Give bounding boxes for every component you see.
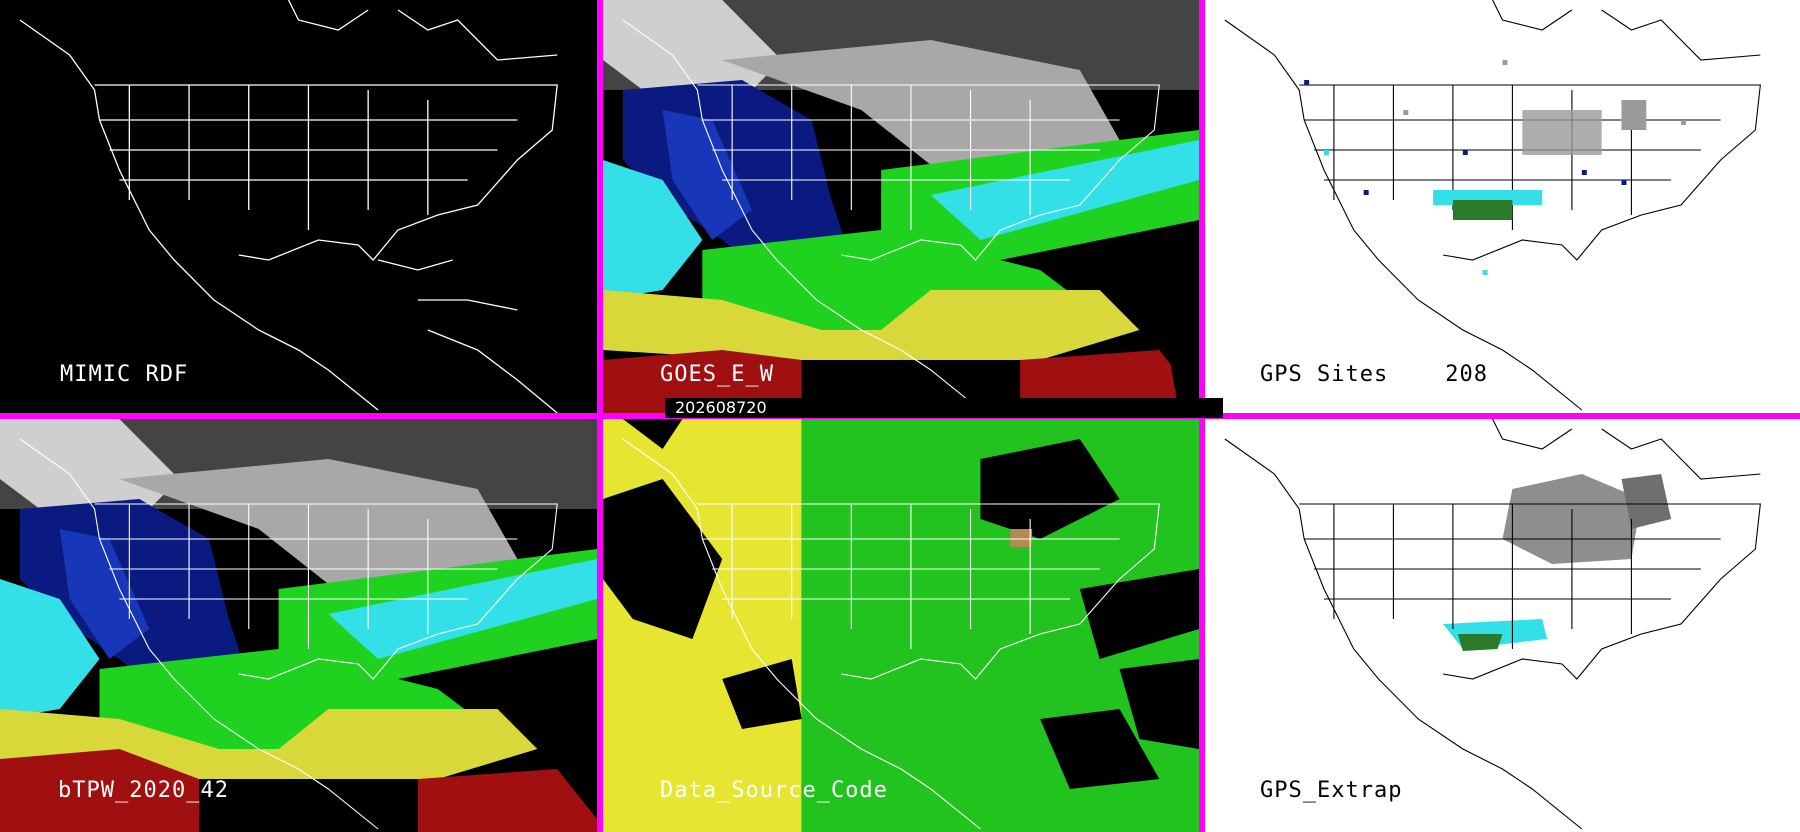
panel-label: Data_Source_Code [660,778,888,803]
panel-btpw: bTPW_2020_42 [0,419,597,832]
timestamp-bar: 202608720 [665,398,1223,418]
panel-goes-e-w: GOES_E_W [603,0,1199,413]
panel-gps-sites: GPS Sites 208 [1205,0,1800,413]
panel-label: GPS_Extrap [1260,778,1403,803]
gps-extrap-map [1224,419,1761,830]
panel-label: GOES_E_W [660,362,774,387]
panel-mimic-rdf: MIMIC RDF [0,0,597,413]
panel-data-source-code: Data_Source_Code [603,419,1199,832]
panel-label: GPS Sites 208 [1260,362,1488,387]
tpw-field [603,0,1199,413]
gps-site-map [1224,0,1761,411]
panel-label: MIMIC RDF [60,362,189,387]
map-coastlines [19,0,558,413]
gps-sites-count: 208 [1445,362,1488,387]
data-source-field [603,419,1199,832]
gps-site-markers [1304,60,1686,275]
gps-sites-title: GPS Sites [1260,362,1389,387]
panel-label: bTPW_2020_42 [58,778,229,803]
tpw-field [0,419,597,832]
panel-gps-extrap: GPS_Extrap [1205,419,1800,832]
